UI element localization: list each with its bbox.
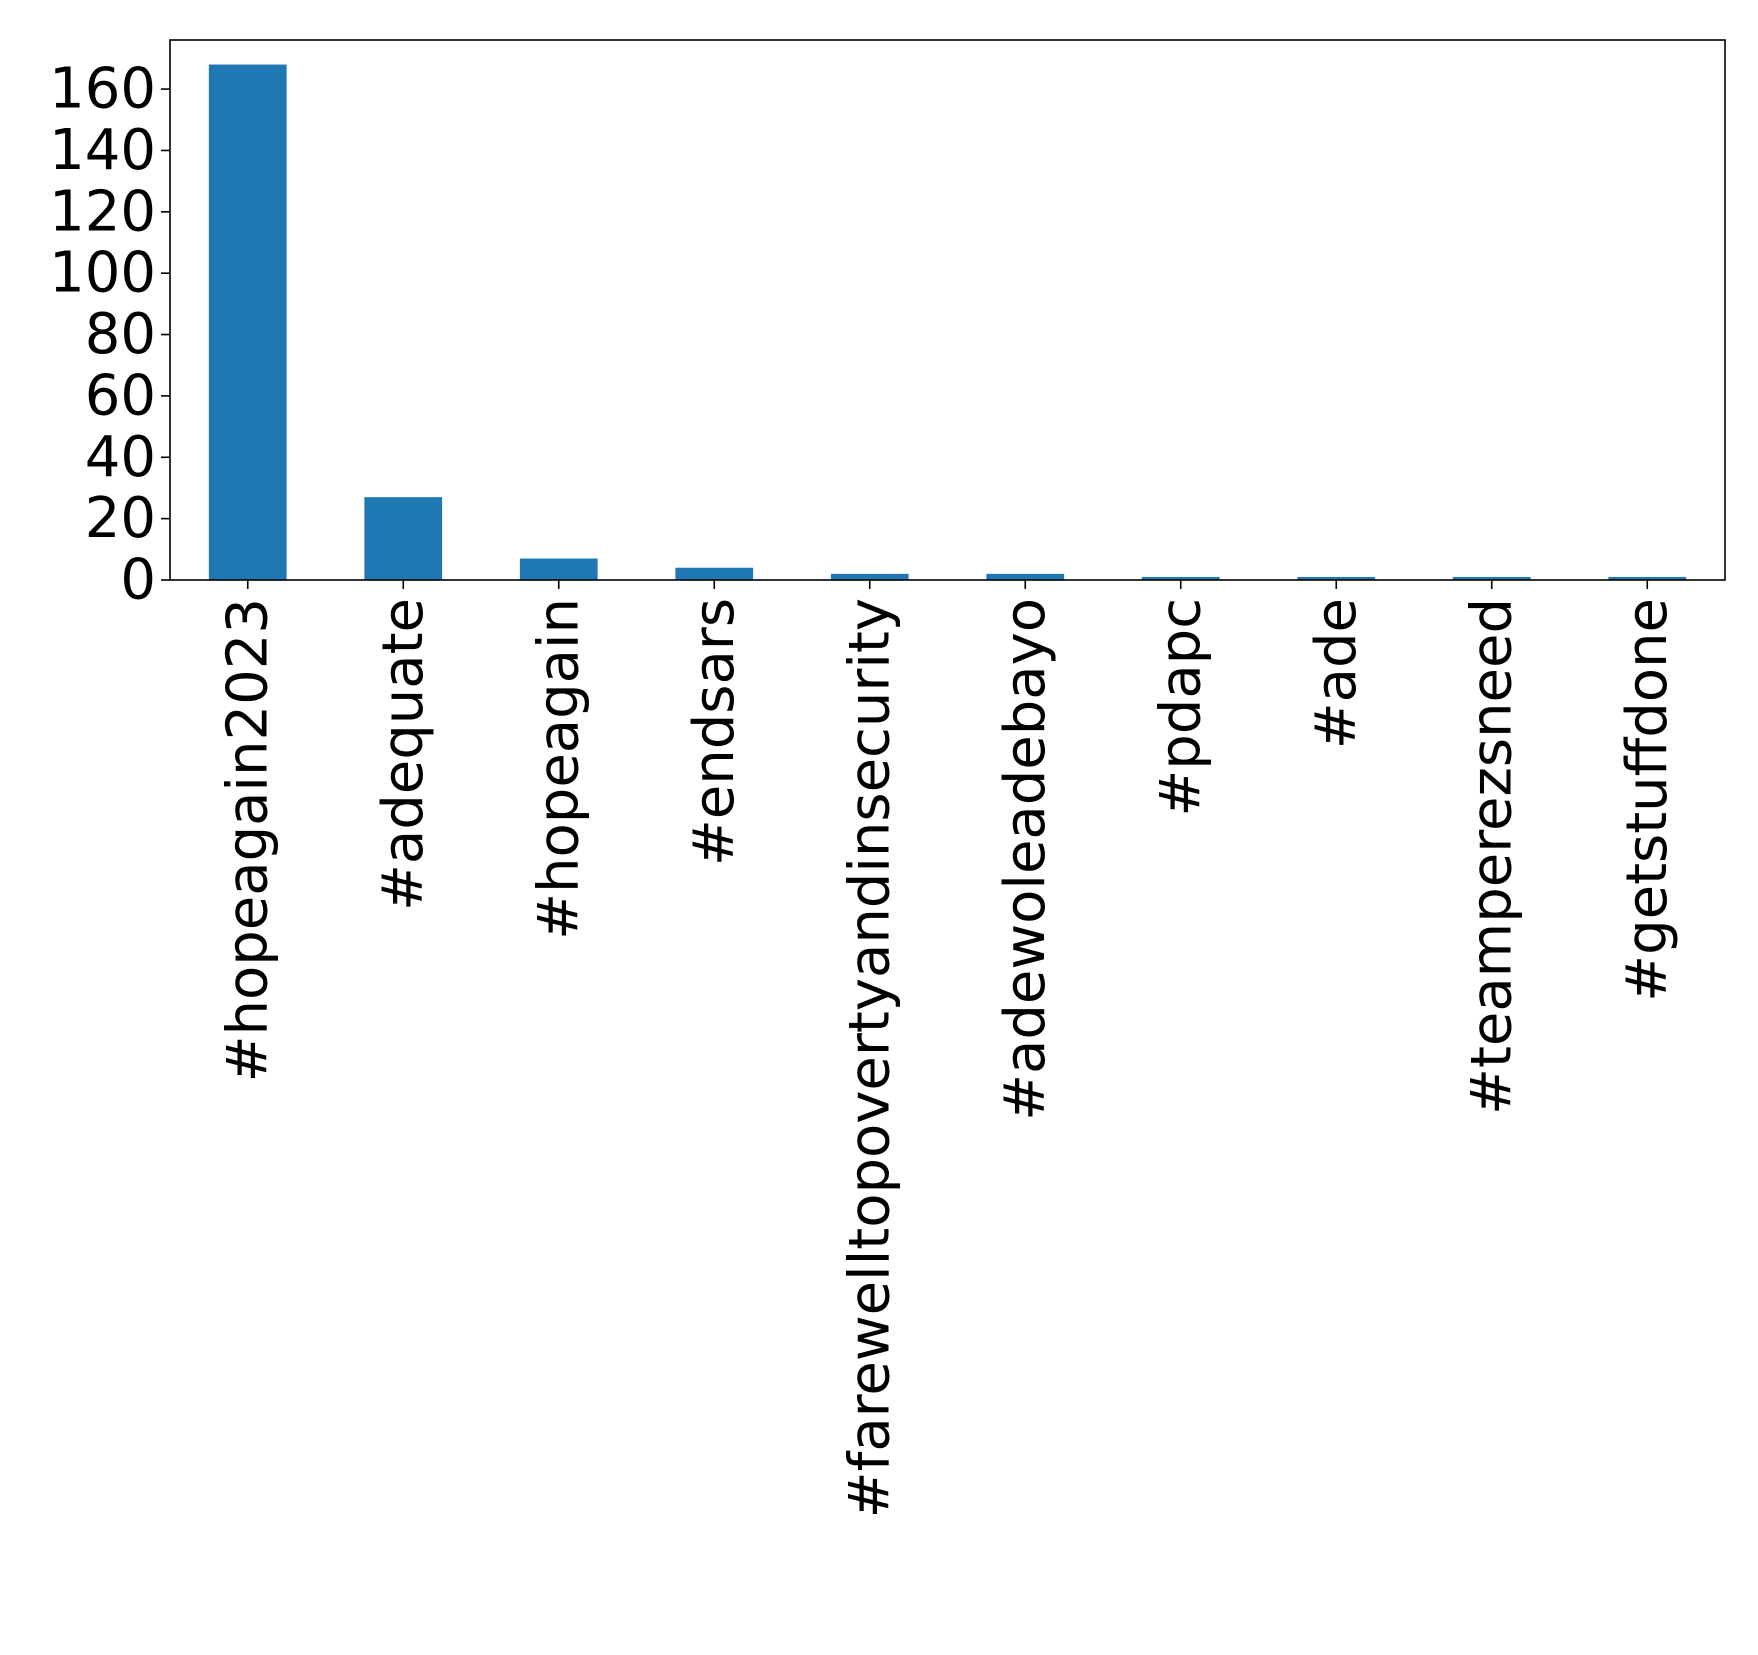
x-tick-label: #ade [1304,598,1369,749]
bar-pdapc [1141,576,1220,580]
bar-teamperezsneed [1452,576,1531,580]
x-tick-label: #adequate [371,598,436,911]
y-tick-label: 100 [49,241,156,306]
x-tick-label: #getstuffdone [1615,598,1680,1002]
y-tick-label: 120 [49,179,156,244]
y-tick-label: 160 [49,57,156,122]
bar-ade [1297,576,1376,580]
y-tick-label: 0 [120,548,156,613]
y-tick-label: 60 [85,363,156,428]
y-tick-label: 20 [85,486,156,551]
y-tick-label: 140 [49,118,156,183]
x-tick-label: #hopeagain2023 [215,598,280,1082]
x-tick-label: #adewoleadebayo [993,598,1058,1121]
bars-layer [208,64,1687,580]
x-tick-label: #hopeagain [526,598,591,940]
x-tick-label: #endsars [682,598,747,866]
bar-endsars [675,567,754,580]
y-tick-label: 80 [85,302,156,367]
bar-adewoleadebayo [986,573,1065,580]
x-tick-label: #pdapc [1148,598,1213,817]
y-tick-label: 40 [85,425,156,490]
bar-adequate [364,497,443,580]
x-axis: #hopeagain2023 #adequate #hopeagain #endsar… [215,580,1680,1518]
plot-frame [169,39,1726,581]
x-tick-label: #teamperezsneed [1459,598,1524,1115]
bar-getstuffdone [1608,576,1687,580]
x-tick-label: #farewelltopovertyandinsecurity [837,598,902,1518]
bar-hopeagain2023 [208,64,287,580]
bar-farewelltopovertyandinsecurity [830,573,909,580]
bar-hopeagain [519,558,598,580]
